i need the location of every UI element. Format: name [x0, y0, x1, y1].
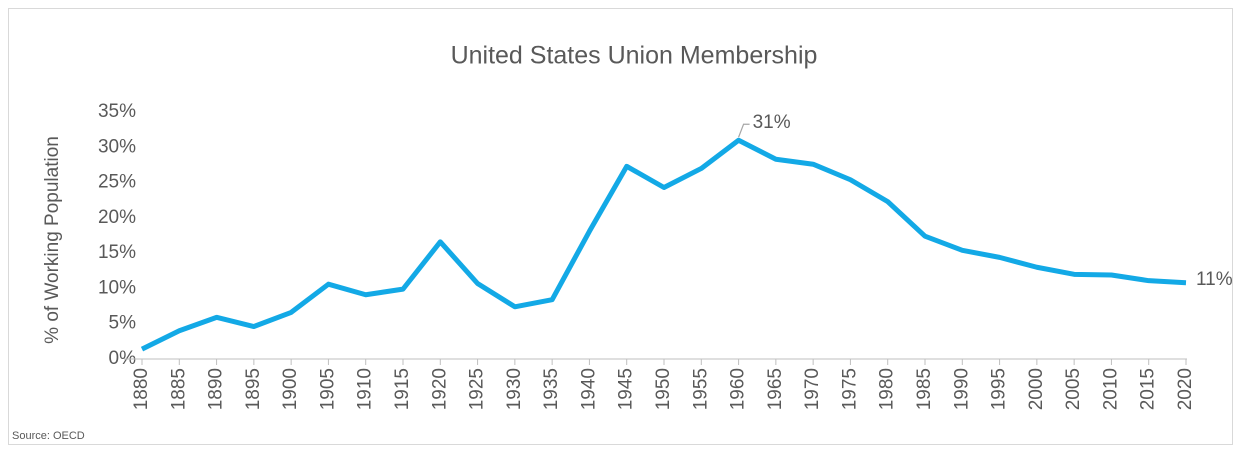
x-tick-label: 1915 — [392, 368, 413, 410]
label-leader — [738, 123, 750, 138]
source-note: Source: OECD — [12, 430, 85, 442]
x-tick-label: 1965 — [765, 368, 786, 410]
x-tick-label: 1995 — [989, 368, 1010, 410]
data-line — [140, 137, 1187, 352]
x-tick-label: 1920 — [429, 368, 450, 410]
x-tick-label: 1905 — [317, 368, 338, 410]
x-tick-label: 2020 — [1175, 368, 1196, 410]
x-tick-label: 1950 — [653, 368, 674, 410]
y-tick-label: 10% — [98, 277, 136, 298]
x-tick-label: 1980 — [877, 368, 898, 410]
x-tick-label: 1955 — [690, 368, 711, 410]
x-tick-label: 1890 — [206, 368, 227, 410]
chart-title: United States Union Membership — [451, 42, 818, 70]
x-tick-label: 1895 — [243, 368, 264, 410]
x-tick-label: 1990 — [951, 368, 972, 410]
x-tick-label: 2005 — [1063, 368, 1084, 410]
x-tick-label: 1975 — [839, 368, 860, 410]
y-tick-label: 25% — [98, 172, 136, 193]
x-tick-label: 1900 — [280, 368, 301, 410]
x-tick-label: 1970 — [802, 368, 823, 410]
x-tick-label: 1985 — [914, 368, 935, 410]
y-tick-label: 0% — [109, 348, 137, 369]
data-label: 11% — [1196, 269, 1233, 290]
y-axis-label: % of Working Population — [42, 136, 63, 344]
x-tick-label: 1945 — [616, 368, 637, 410]
x-tick-label: 1910 — [355, 368, 376, 410]
x-tick-label: 1880 — [131, 368, 152, 410]
x-tick-label: 1930 — [504, 368, 525, 410]
x-tick-label: 1885 — [168, 368, 189, 410]
y-tick-label: 20% — [98, 207, 136, 228]
x-tick-label: 1925 — [467, 368, 488, 410]
data-label: 31% — [753, 112, 791, 133]
y-tick-label: 5% — [109, 313, 137, 334]
y-tick-label: 35% — [98, 101, 136, 122]
chart-border — [8, 8, 1233, 445]
y-tick-label: 15% — [98, 242, 136, 263]
x-tick-label: 2010 — [1100, 368, 1121, 410]
x-tick-label: 1940 — [578, 368, 599, 410]
x-tick-label: 1960 — [728, 368, 749, 410]
x-tick-label: 2000 — [1026, 368, 1047, 410]
x-tick-label: 2015 — [1138, 368, 1159, 410]
y-tick-label: 30% — [98, 136, 136, 157]
x-tick-label: 1935 — [541, 368, 562, 410]
